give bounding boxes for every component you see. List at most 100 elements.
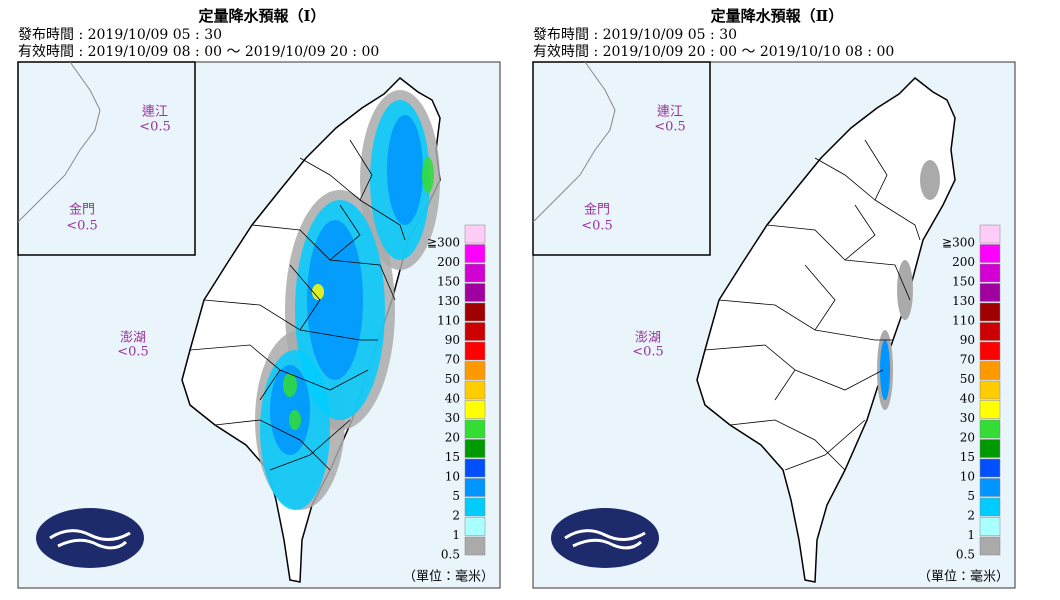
- china-coast: [532, 61, 616, 223]
- legend-swatch: [464, 419, 486, 439]
- county-border: [729, 419, 846, 471]
- inset-frame: [532, 61, 711, 256]
- legend-swatch: [464, 341, 486, 361]
- legend-label: 150: [952, 275, 975, 289]
- legend-label: 10: [445, 470, 460, 484]
- county-border: [814, 329, 893, 341]
- legend-label: ≧300: [942, 236, 975, 250]
- cwb-logo-mark: [49, 529, 131, 550]
- legend-swatch: [979, 458, 1001, 478]
- legend-swatch: [979, 322, 1001, 341]
- legend-label: 2: [967, 509, 975, 523]
- legend-label: 20: [960, 431, 975, 445]
- island-value: <0.5: [117, 345, 149, 360]
- county-border: [794, 369, 884, 391]
- county-border: [704, 344, 796, 401]
- legend-swatch: [464, 497, 486, 517]
- island-value: <0.5: [654, 120, 686, 135]
- island-name: 連江: [657, 105, 683, 120]
- legend-label: 15: [960, 450, 975, 464]
- rain-area: [387, 115, 423, 225]
- legend-label: 40: [445, 392, 460, 406]
- legend-swatch: [979, 224, 1001, 244]
- legend-label: 200: [952, 255, 975, 269]
- rain-area: [312, 284, 324, 300]
- county-border: [214, 419, 331, 471]
- legend-swatch: [979, 439, 1001, 458]
- legend-swatch: [464, 478, 486, 497]
- island-value: <0.5: [632, 345, 664, 360]
- legend-label: 30: [445, 411, 460, 425]
- rain-area: [283, 373, 297, 397]
- legend-swatch: [979, 380, 1001, 400]
- legend-label: 1: [452, 528, 460, 542]
- legend-swatch: [979, 283, 1001, 302]
- legend-swatch: [464, 263, 486, 283]
- county-border: [359, 199, 406, 241]
- panel-title: 定量降水預報（Ⅱ）: [711, 7, 844, 25]
- legend-swatch: [979, 400, 1001, 419]
- island-value: <0.5: [581, 219, 613, 234]
- legend-swatch: [979, 263, 1001, 283]
- island-value: <0.5: [139, 120, 171, 135]
- rain-area: [897, 260, 913, 320]
- rain-area: [422, 157, 434, 193]
- legend-label: 90: [445, 333, 460, 347]
- legend-swatch: [979, 478, 1001, 497]
- island-name: 金門: [69, 202, 95, 218]
- legend-label: 50: [960, 372, 975, 386]
- rain-area: [880, 340, 890, 400]
- legend-swatch: [464, 302, 486, 322]
- county-border: [784, 419, 866, 471]
- legend-swatch: [979, 497, 1001, 517]
- county-border: [299, 329, 378, 341]
- cwb-logo: [551, 508, 659, 568]
- county-border: [279, 369, 369, 391]
- panel-title: 定量降水預報（Ⅰ）: [198, 7, 325, 25]
- unit-label: （單位：毫米）: [918, 569, 1009, 585]
- legend-swatch: [979, 341, 1001, 361]
- legend-label: 200: [437, 255, 460, 269]
- legend-swatch: [464, 400, 486, 419]
- legend-label: 20: [445, 431, 460, 445]
- legend-label: 70: [445, 353, 460, 367]
- legend-label: 5: [452, 489, 460, 503]
- legend-label: 110: [437, 314, 460, 328]
- rain-area: [289, 410, 301, 430]
- legend-swatch: [979, 536, 1001, 556]
- legend-swatch: [979, 361, 1001, 380]
- legend-swatch: [464, 224, 486, 244]
- county-border: [874, 199, 921, 241]
- island-name: 澎湖: [635, 331, 661, 346]
- inset-frame: [17, 61, 196, 256]
- legend-label: 15: [445, 450, 460, 464]
- cwb-logo-mark: [564, 529, 646, 550]
- island-name: 澎湖: [120, 331, 146, 346]
- valid-time: 有效時間 : 2019/10/09 08 : 00 ～ 2019/10/09 2…: [18, 44, 379, 60]
- legend-swatch: [464, 536, 486, 556]
- rain-area: [920, 160, 940, 200]
- legend-label: ≧300: [427, 236, 460, 250]
- legend-swatch: [464, 380, 486, 400]
- island-name: 金門: [584, 202, 610, 218]
- legend-swatch: [464, 517, 486, 536]
- county-border: [329, 259, 396, 301]
- legend-label: 10: [960, 470, 975, 484]
- unit-label: （單位：毫米）: [403, 569, 494, 585]
- island-name: 連江: [142, 105, 168, 120]
- county-border: [269, 419, 351, 471]
- legend-label: 50: [445, 372, 460, 386]
- county-border: [844, 259, 911, 301]
- legend-label: 150: [437, 275, 460, 289]
- legend-label: 5: [967, 489, 975, 503]
- legend-label: 110: [952, 314, 975, 328]
- legend-label: 2: [452, 509, 460, 523]
- legend-label: 130: [952, 294, 975, 308]
- legend-label: 40: [960, 392, 975, 406]
- valid-time: 有效時間 : 2019/10/09 20 : 00 ～ 2019/10/10 0…: [533, 44, 894, 60]
- legend-swatch: [464, 361, 486, 380]
- legend-swatch: [464, 458, 486, 478]
